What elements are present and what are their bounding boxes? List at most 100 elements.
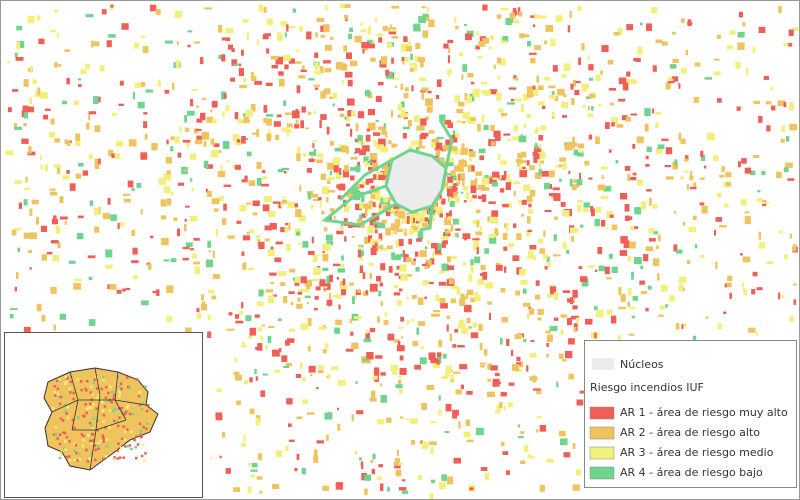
inset-patch xyxy=(103,405,107,408)
risk-patch xyxy=(252,212,258,216)
risk-patch xyxy=(536,76,539,83)
risk-patch xyxy=(625,117,631,122)
inset-patch xyxy=(81,444,85,448)
risk-patch xyxy=(523,302,531,307)
risk-patch xyxy=(699,177,705,180)
risk-patch xyxy=(342,278,346,286)
risk-patch xyxy=(141,300,149,306)
risk-patch xyxy=(437,243,442,251)
risk-patch xyxy=(296,454,300,460)
risk-patch xyxy=(5,150,14,156)
risk-patch xyxy=(428,352,436,360)
risk-patch xyxy=(526,195,533,203)
risk-patch xyxy=(225,105,230,112)
risk-patch xyxy=(323,325,326,328)
risk-patch xyxy=(538,85,544,91)
risk-patch xyxy=(426,385,435,390)
risk-patch xyxy=(529,165,535,170)
risk-patch xyxy=(422,263,426,266)
risk-patch xyxy=(585,318,593,325)
risk-patch xyxy=(603,186,612,192)
risk-patch xyxy=(394,458,400,466)
risk-patch xyxy=(447,159,454,167)
risk-patch xyxy=(53,164,61,168)
risk-patch xyxy=(451,134,458,143)
risk-patch xyxy=(567,25,571,33)
risk-patch xyxy=(370,238,375,246)
risk-patch xyxy=(74,278,82,282)
risk-patch xyxy=(344,116,347,120)
inset-patch xyxy=(96,429,99,432)
risk-patch xyxy=(360,29,367,33)
risk-patch xyxy=(509,12,515,19)
risk-patch xyxy=(421,441,429,449)
inset-patch xyxy=(95,387,99,390)
risk-patch xyxy=(9,308,18,311)
risk-patch xyxy=(397,104,403,111)
risk-patch xyxy=(792,244,797,252)
risk-patch xyxy=(545,330,551,334)
risk-patch xyxy=(300,120,304,129)
risk-patch xyxy=(492,171,500,177)
risk-patch xyxy=(16,41,20,50)
risk-patch xyxy=(320,34,326,38)
risk-patch xyxy=(314,267,321,275)
risk-patch xyxy=(682,222,686,226)
risk-patch xyxy=(611,224,618,231)
risk-patch xyxy=(778,230,783,234)
risk-patch xyxy=(349,60,358,67)
risk-patch xyxy=(179,126,182,134)
risk-patch xyxy=(285,340,290,346)
risk-patch xyxy=(326,434,329,441)
risk-patch xyxy=(405,45,412,52)
risk-patch xyxy=(514,77,519,81)
risk-patch xyxy=(500,287,506,293)
risk-patch xyxy=(648,228,655,234)
risk-patch xyxy=(656,147,663,154)
inset-patch xyxy=(121,437,124,441)
risk-patch xyxy=(685,155,689,161)
risk-patch xyxy=(532,24,536,28)
risk-patch xyxy=(196,118,203,123)
risk-patch xyxy=(448,194,452,203)
risk-patch xyxy=(411,439,416,445)
risk-patch xyxy=(507,102,515,105)
risk-patch xyxy=(737,42,745,50)
risk-patch xyxy=(478,41,486,47)
risk-patch xyxy=(175,60,180,68)
risk-patch xyxy=(462,261,467,266)
risk-patch xyxy=(429,492,434,499)
inset-patch xyxy=(100,387,103,391)
risk-patch xyxy=(570,297,574,305)
risk-patch xyxy=(432,362,440,368)
risk-patch xyxy=(242,263,247,270)
risk-patch xyxy=(390,24,393,29)
risk-patch xyxy=(86,122,90,130)
inset-patch xyxy=(125,406,129,409)
risk-patch xyxy=(165,157,172,164)
risk-patch xyxy=(452,130,456,135)
risk-patch xyxy=(282,226,289,233)
inset-patch xyxy=(122,456,125,459)
risk-patch xyxy=(377,222,386,229)
risk-patch xyxy=(600,195,609,200)
risk-patch xyxy=(447,55,450,64)
risk-patch xyxy=(421,87,429,92)
risk-patch xyxy=(544,209,552,213)
risk-patch xyxy=(553,292,558,300)
risk-patch xyxy=(672,31,676,35)
risk-patch xyxy=(324,68,332,73)
risk-patch xyxy=(30,66,33,73)
risk-patch xyxy=(521,104,525,112)
inset-borders xyxy=(51,367,147,471)
risk-patch xyxy=(454,196,460,203)
risk-patch xyxy=(422,280,429,285)
risk-patch xyxy=(402,113,409,118)
risk-patch xyxy=(481,176,489,185)
risk-patch xyxy=(560,314,568,318)
risk-patch xyxy=(295,209,302,218)
risk-patch xyxy=(140,209,143,215)
inset-patch xyxy=(145,409,149,413)
risk-patch xyxy=(170,146,174,152)
